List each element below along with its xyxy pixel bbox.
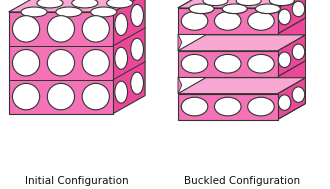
Ellipse shape — [248, 97, 274, 116]
Ellipse shape — [203, 0, 228, 6]
Ellipse shape — [72, 0, 98, 8]
Ellipse shape — [236, 0, 261, 6]
Polygon shape — [278, 61, 306, 94]
Ellipse shape — [214, 54, 241, 73]
Polygon shape — [178, 34, 182, 51]
Polygon shape — [178, 8, 278, 34]
Ellipse shape — [56, 7, 82, 17]
Polygon shape — [178, 94, 278, 119]
Polygon shape — [178, 0, 306, 8]
Ellipse shape — [91, 7, 117, 17]
Polygon shape — [178, 35, 306, 51]
Ellipse shape — [82, 16, 109, 42]
Ellipse shape — [255, 4, 280, 14]
Polygon shape — [9, 12, 113, 114]
Polygon shape — [178, 77, 182, 94]
Polygon shape — [278, 35, 306, 77]
Ellipse shape — [214, 97, 241, 116]
Polygon shape — [178, 51, 278, 77]
Ellipse shape — [82, 50, 109, 76]
Polygon shape — [113, 0, 145, 114]
Ellipse shape — [115, 13, 128, 35]
Ellipse shape — [278, 52, 291, 67]
Ellipse shape — [13, 16, 40, 42]
Polygon shape — [278, 18, 306, 51]
Ellipse shape — [47, 83, 75, 110]
Ellipse shape — [131, 38, 144, 60]
Polygon shape — [9, 0, 145, 12]
Ellipse shape — [115, 47, 128, 69]
Ellipse shape — [189, 4, 214, 14]
Ellipse shape — [47, 50, 75, 76]
Ellipse shape — [255, 4, 280, 14]
Ellipse shape — [214, 12, 241, 30]
Ellipse shape — [203, 0, 228, 6]
Ellipse shape — [115, 81, 128, 103]
Polygon shape — [278, 78, 306, 119]
Ellipse shape — [269, 0, 294, 6]
Polygon shape — [178, 78, 306, 94]
Ellipse shape — [13, 50, 40, 76]
Ellipse shape — [292, 87, 305, 102]
Ellipse shape — [278, 95, 291, 110]
Text: Initial Configuration: Initial Configuration — [25, 176, 129, 186]
Ellipse shape — [189, 4, 214, 14]
Ellipse shape — [37, 0, 63, 8]
Ellipse shape — [13, 83, 40, 110]
Ellipse shape — [248, 54, 274, 73]
Polygon shape — [274, 77, 278, 94]
Ellipse shape — [292, 1, 305, 17]
Polygon shape — [274, 34, 278, 51]
Ellipse shape — [181, 54, 208, 73]
Polygon shape — [178, 0, 306, 8]
Ellipse shape — [222, 4, 247, 14]
Ellipse shape — [21, 7, 47, 17]
Ellipse shape — [82, 83, 109, 110]
Ellipse shape — [292, 44, 305, 60]
Polygon shape — [278, 0, 306, 119]
Ellipse shape — [248, 12, 274, 30]
Ellipse shape — [47, 16, 75, 42]
Ellipse shape — [181, 12, 208, 30]
Ellipse shape — [278, 9, 291, 25]
Ellipse shape — [107, 0, 133, 8]
Ellipse shape — [236, 0, 261, 6]
Ellipse shape — [131, 72, 144, 94]
Ellipse shape — [131, 4, 144, 26]
Ellipse shape — [269, 0, 294, 6]
Ellipse shape — [181, 97, 208, 116]
Polygon shape — [278, 0, 306, 34]
Text: Buckled Configuration: Buckled Configuration — [183, 176, 300, 186]
Ellipse shape — [222, 4, 247, 14]
